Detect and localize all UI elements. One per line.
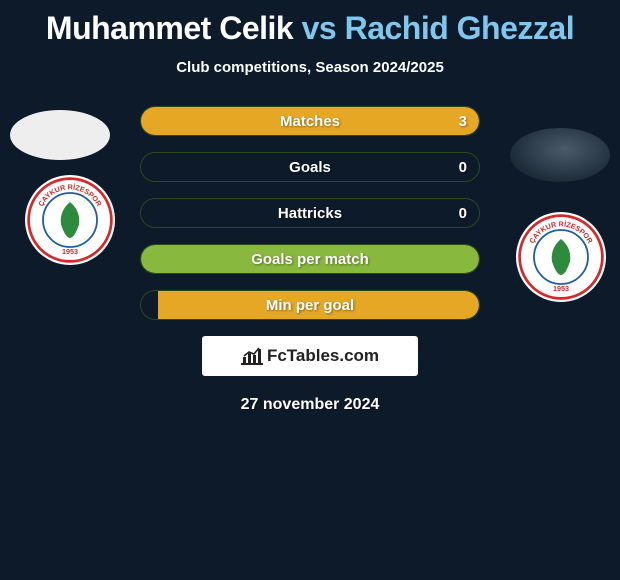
stat-value-right: 0 (459, 153, 467, 181)
stat-bar: Goals per match (140, 244, 480, 274)
chart-icon (241, 347, 263, 365)
subtitle: Club competitions, Season 2024/2025 (0, 59, 620, 76)
vs-text: vs (302, 10, 337, 46)
stat-label: Goals (141, 153, 479, 181)
stat-label: Min per goal (141, 291, 479, 319)
stat-bar: Min per goal (140, 290, 480, 320)
stat-bar: Hattricks0 (140, 198, 480, 228)
player2-name: Rachid Ghezzal (345, 10, 575, 46)
stat-label: Matches (141, 107, 479, 135)
comparison-title: Muhammet Celik vs Rachid Ghezzal (0, 0, 620, 47)
stats-bars: Matches3Goals0Hattricks0Goals per matchM… (140, 106, 480, 320)
date: 27 november 2024 (0, 396, 620, 414)
stat-label: Hattricks (141, 199, 479, 227)
player1-name: Muhammet Celik (46, 10, 293, 46)
brand-box: FcTables.com (202, 336, 418, 376)
stat-bar: Goals0 (140, 152, 480, 182)
stat-bar: Matches3 (140, 106, 480, 136)
stat-label: Goals per match (141, 245, 479, 273)
stat-value-right: 0 (459, 199, 467, 227)
brand-text: FcTables.com (267, 346, 379, 366)
stat-value-right: 3 (459, 107, 467, 135)
